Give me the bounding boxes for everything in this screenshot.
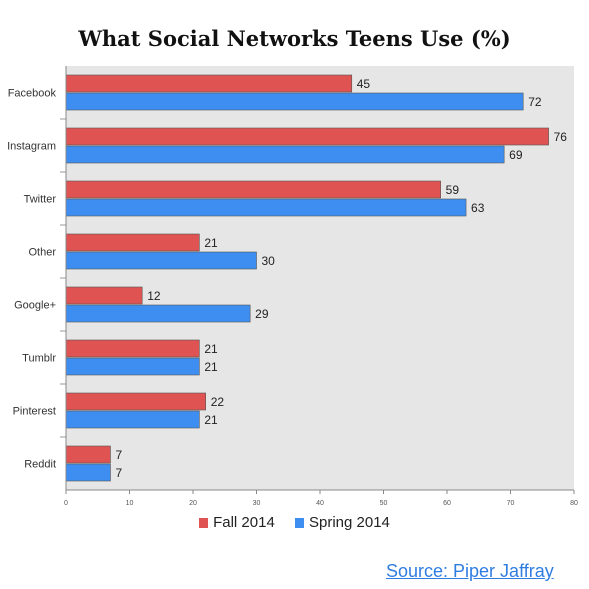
y-tick-label: Google+ [14, 300, 56, 312]
x-tick-label: 40 [316, 500, 324, 507]
data-label: 45 [357, 77, 371, 91]
y-tick-label: Pinterest [13, 406, 56, 418]
bar [65, 251, 257, 270]
bar [65, 74, 353, 93]
y-tick-label: Tumblr [22, 353, 56, 365]
y-tick-label: Facebook [8, 88, 57, 100]
y-tick-label: Other [28, 247, 56, 259]
data-label: 21 [204, 342, 218, 356]
y-tick-label: Instagram [7, 141, 56, 153]
bar [65, 92, 524, 111]
legend-item-spring: Spring 2014 [294, 514, 390, 531]
x-tick-label: 60 [443, 500, 451, 507]
data-label: 7 [115, 466, 122, 480]
x-tick-label: 30 [253, 500, 261, 507]
data-label: 69 [509, 148, 523, 162]
legend-swatch-spring [294, 518, 304, 528]
data-label: 29 [255, 307, 269, 321]
data-label: 76 [554, 130, 568, 144]
legend: Fall 2014 Spring 2014 [0, 514, 589, 531]
bar [65, 304, 251, 323]
x-tick-label: 50 [380, 500, 388, 507]
data-label: 21 [204, 236, 218, 250]
data-label: 21 [204, 413, 218, 427]
source-link[interactable]: Source: Piper Jaffray [386, 561, 554, 581]
chart-title: What Social Networks Teens Use (%) [78, 26, 511, 51]
x-tick-label: 0 [64, 500, 68, 507]
bar [65, 198, 467, 217]
bar-chart: Facebook 45 72 Instagram 76 69 Twitter 59 63 Othe… [7, 66, 578, 507]
x-tick-label: 80 [570, 500, 578, 507]
bar [65, 127, 549, 146]
x-tick-label: 10 [126, 500, 134, 507]
legend-label-spring: Spring 2014 [308, 514, 390, 531]
data-label: 21 [204, 360, 218, 374]
data-label: 7 [115, 448, 122, 462]
x-tick-label: 20 [189, 500, 197, 507]
data-label: 63 [471, 201, 485, 215]
data-label: 12 [147, 289, 161, 303]
legend-item-fall: Fall 2014 [199, 514, 275, 531]
bar [65, 145, 505, 164]
bar [65, 233, 200, 252]
y-tick-label: Twitter [24, 194, 57, 206]
bar [65, 410, 200, 429]
x-tick-label: 70 [507, 500, 515, 507]
bar [65, 445, 111, 464]
bar [65, 392, 206, 411]
bar [65, 463, 111, 482]
bar [65, 180, 441, 199]
bar [65, 357, 200, 376]
bar [65, 286, 143, 305]
y-tick-label: Reddit [24, 459, 56, 471]
data-label: 59 [446, 183, 460, 197]
legend-label-fall: Fall 2014 [213, 514, 275, 531]
data-label: 30 [262, 254, 276, 268]
legend-swatch-fall [199, 518, 209, 528]
data-label: 72 [528, 95, 542, 109]
data-label: 22 [211, 395, 225, 409]
bar [65, 339, 200, 358]
